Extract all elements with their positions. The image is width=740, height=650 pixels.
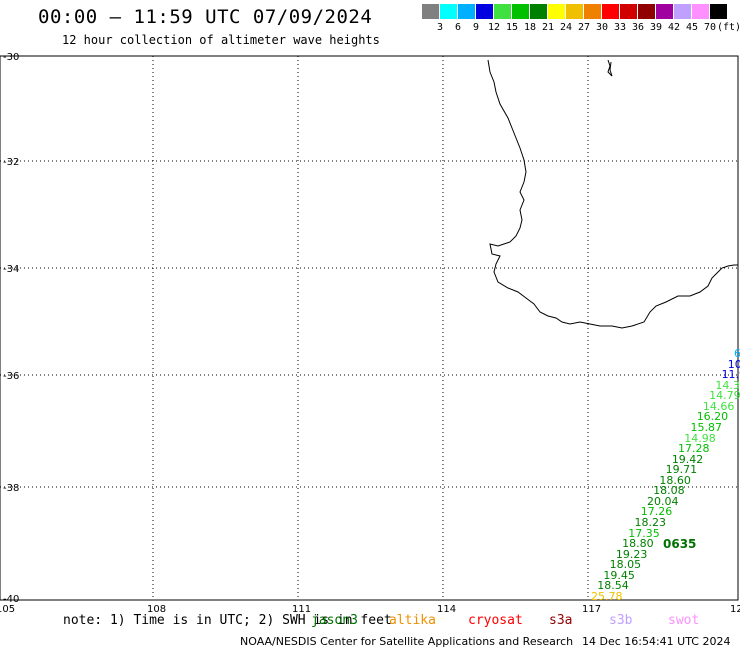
legend-swatch xyxy=(476,4,493,19)
swh-value: 10 xyxy=(727,357,740,371)
legend-label: 12 xyxy=(487,22,501,33)
swh-value: 19.71 xyxy=(665,463,698,477)
swh-value: 18.60 xyxy=(659,473,691,487)
legend-swatch xyxy=(602,4,619,19)
legend-label: 36 xyxy=(631,22,645,33)
coastline-southwest-australia xyxy=(487,59,738,329)
legend-swatch xyxy=(674,4,691,19)
satellite-swot: swot xyxy=(668,613,700,628)
longitude-label: 120 xyxy=(730,604,740,615)
satellite-jason3: jason3 xyxy=(311,613,358,628)
legend-label: 30 xyxy=(595,22,609,33)
swh-value: 18.08 xyxy=(653,484,685,498)
swh-value: 14.98 xyxy=(684,431,716,445)
note-text: note: 1) Time is in UTC; 2) SWH is in fe… xyxy=(63,613,392,628)
legend-label: 6 xyxy=(454,22,462,33)
latitude-label: -30 xyxy=(3,52,19,63)
swh-value: 17.28 xyxy=(678,442,710,456)
pass-time-label: 0635 xyxy=(663,537,697,551)
swh-value: 14.66 xyxy=(702,399,735,413)
swh-value: 19.45 xyxy=(603,568,635,582)
legend-label: 18 xyxy=(523,22,537,33)
longitude-label: 117 xyxy=(582,604,601,615)
swh-value: 14.79 xyxy=(709,389,740,403)
longitude-label: 114 xyxy=(437,604,456,615)
legend-label: 33 xyxy=(613,22,627,33)
legend-label: 39 xyxy=(649,22,663,33)
legend-label: 15 xyxy=(505,22,519,33)
latitude-label: -34 xyxy=(3,264,19,275)
swh-value: 17.35 xyxy=(628,526,660,540)
swh-value: 18.54 xyxy=(597,579,629,593)
longitude-label: 108 xyxy=(147,604,166,615)
legend-swatch xyxy=(710,4,727,19)
swh-value: 19.42 xyxy=(671,452,704,466)
longitude-label: 105 xyxy=(0,604,15,615)
legend-label: 27 xyxy=(577,22,591,33)
swh-value: 6 xyxy=(734,347,740,360)
legend-label: 21 xyxy=(541,22,555,33)
satellite-s3b: s3b xyxy=(609,613,633,628)
axis-labels: -30 -32 -34 -36 -38 -40105 108 111 114 117 120 xyxy=(0,52,740,615)
legend-label: 9 xyxy=(472,22,480,33)
legend-swatch xyxy=(512,4,529,19)
latitude-label: -32 xyxy=(3,157,19,168)
legend-swatch xyxy=(440,4,457,19)
swh-value: 18.23 xyxy=(634,516,667,530)
legend-swatch xyxy=(458,4,475,19)
legend-label: 42 xyxy=(667,22,681,33)
satellite-s3a: s3a xyxy=(549,613,573,628)
swh-value: 19.23 xyxy=(615,547,648,561)
credit-text: NOAA/NESDIS Center for Satellite Applica… xyxy=(240,635,574,648)
swh-value: 17.26 xyxy=(640,505,673,519)
map-frame xyxy=(0,55,739,601)
legend-swatch xyxy=(638,4,655,19)
swh-value: 15.87 xyxy=(690,420,722,434)
legend-label: 45 xyxy=(685,22,699,33)
swh-value: 16.20 xyxy=(696,410,729,424)
legend-swatch xyxy=(584,4,601,19)
page-title: 00:00 – 11:59 UTC 07/09/2024 xyxy=(38,6,373,28)
swh-value: 20.04 xyxy=(646,494,679,508)
swh-value: 18.80 xyxy=(622,537,654,551)
legend-swatch xyxy=(530,4,547,19)
satellite-altika: altika xyxy=(389,613,436,628)
legend-swatch xyxy=(566,4,583,19)
swh-value: 25.78 xyxy=(591,590,623,603)
swh-value: 18.05 xyxy=(609,558,642,572)
legend-swatch xyxy=(620,4,637,19)
coastline-island xyxy=(607,59,613,77)
legend-swatch xyxy=(692,4,709,19)
latitude-label: -40 xyxy=(3,594,19,605)
latitude-label: -36 xyxy=(3,371,19,382)
satellite-cryosat: cryosat xyxy=(468,613,523,628)
lat-lon-grid xyxy=(0,56,738,600)
legend-swatch xyxy=(494,4,511,19)
page-subtitle: 12 hour collection of altimeter wave hei… xyxy=(62,33,380,47)
generated-timestamp: 14 Dec 16:54:41 UTC 2024 xyxy=(582,635,731,648)
swh-value: 14.30 xyxy=(715,378,740,392)
legend-label: 70 xyxy=(703,22,717,33)
longitude-label: 111 xyxy=(292,604,311,615)
latitude-label: -38 xyxy=(3,483,19,494)
legend-unit: (ft) xyxy=(716,22,740,33)
legend-swatch xyxy=(548,4,565,19)
legend-label: 3 xyxy=(436,22,444,33)
legend-label: 24 xyxy=(559,22,573,33)
swh-value: 11.9 xyxy=(721,368,740,382)
legend-swatch xyxy=(656,4,673,19)
legend-swatch xyxy=(422,4,439,19)
